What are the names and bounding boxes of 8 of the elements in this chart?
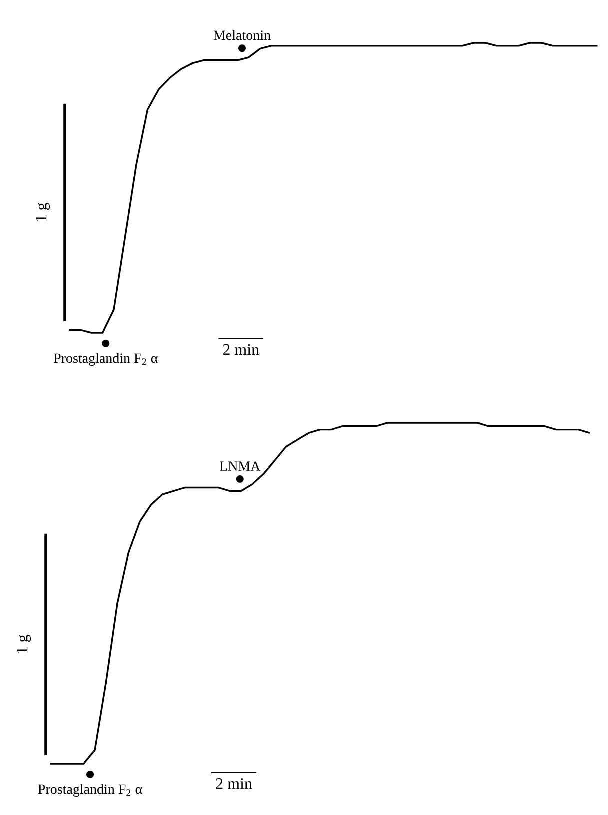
text: 1 g <box>17 634 32 654</box>
text: Prostaglandin F$_{2}$ α <box>38 784 142 797</box>
text: Prostaglandin F$_{2}$ α <box>54 353 158 366</box>
text: 1 g <box>36 202 50 222</box>
text: 2 min <box>223 344 260 355</box>
text: 2 min <box>216 778 252 790</box>
text: Melatonin <box>214 30 271 40</box>
annotation: LNMA <box>220 462 261 471</box>
